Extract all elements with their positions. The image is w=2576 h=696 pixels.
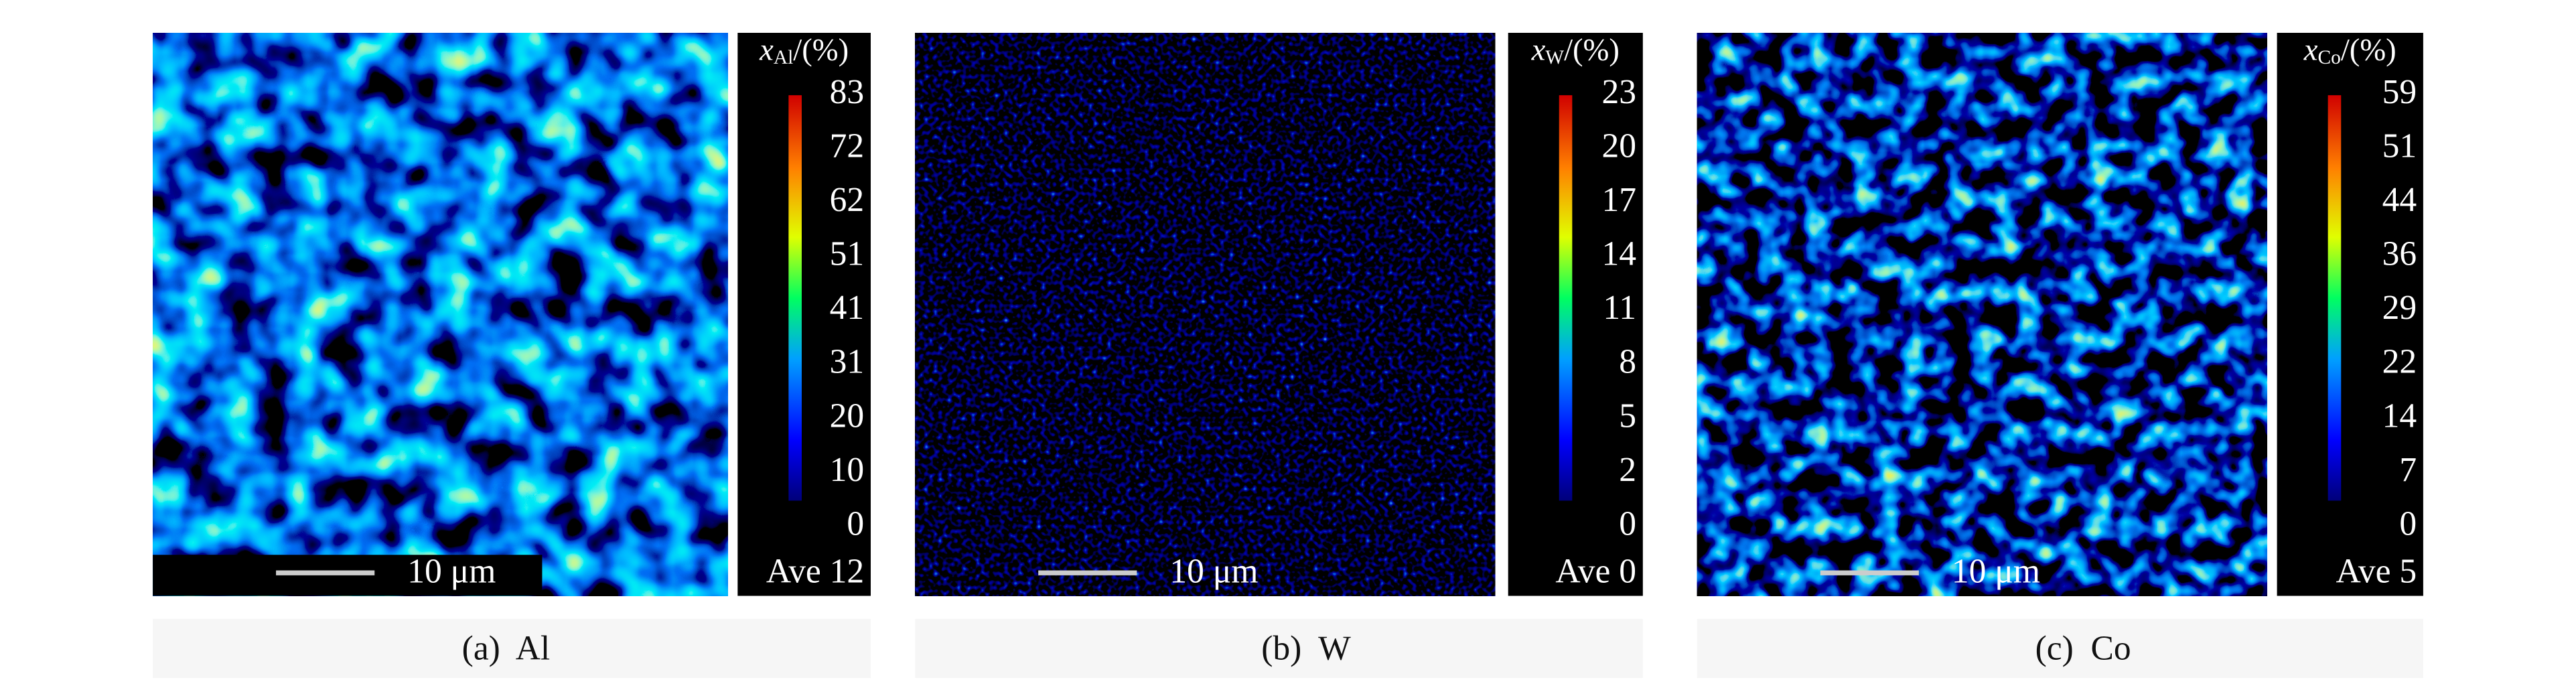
colorbar-tick-label: 20	[1602, 127, 1636, 165]
average-label: Ave 5	[2336, 552, 2417, 590]
colorbar-tick-label: 14	[2382, 397, 2417, 435]
colorbar	[2328, 95, 2342, 501]
scale-bar-label: 10 μm	[407, 552, 496, 590]
average-label: Ave 0	[1555, 552, 1636, 590]
panel: 10 μm xAl/(%) 83 72 62 51 41 31 20 10 0 Ave 12 (a) A…	[153, 32, 871, 679]
colorbar-tick-label: 17	[1602, 181, 1636, 219]
colorbar-tick-label: 44	[2382, 181, 2417, 219]
scale-bar-label: 10 μm	[1169, 552, 1258, 590]
colorbar-title: xCo/(%)	[2303, 32, 2396, 68]
symbol: x	[2303, 32, 2318, 67]
caption: (b) W	[1261, 630, 1351, 668]
subscript: Co	[2318, 47, 2341, 68]
unit: /(%)	[2341, 32, 2396, 67]
symbol: x	[1531, 32, 1546, 67]
subscript: W	[1545, 47, 1564, 68]
colorbar-tick-label: 0	[2399, 504, 2417, 543]
scale-bar-strip	[153, 555, 543, 596]
colorbar-panel	[2277, 33, 2423, 596]
element-map	[1697, 33, 2267, 596]
colorbar-tick-label: 72	[830, 127, 864, 165]
colorbar-tick-label: 59	[2382, 73, 2417, 111]
colorbar-tick-label: 2	[1619, 451, 1636, 489]
colorbar-tick-label: 83	[830, 73, 864, 111]
colorbar-tick-label: 22	[2382, 343, 2417, 381]
colorbar-tick-label: 11	[1603, 289, 1636, 327]
colorbar-tick-label: 5	[1619, 397, 1636, 435]
colorbar-tick-label: 62	[830, 181, 864, 219]
colorbar-tick-label: 29	[2382, 289, 2417, 327]
colorbar-tick-label: 23	[1602, 73, 1636, 111]
caption-band	[153, 618, 871, 679]
colorbar-tick-label: 51	[2382, 127, 2417, 165]
scale-bar-label: 10 μm	[1952, 552, 2040, 590]
caption-band	[1697, 618, 2423, 679]
colorbar-tick-label: 36	[2382, 235, 2417, 273]
unit: /(%)	[1564, 32, 1620, 67]
colorbar-tick-label: 7	[2399, 451, 2417, 489]
colorbar-panel	[737, 33, 871, 596]
colorbar-tick-label: 8	[1619, 343, 1636, 381]
element-map	[915, 33, 1496, 596]
panel: 10 μm xCo/(%) 59 51 44 36 29 22 14 7 0 Ave 5 (c) Co	[1697, 32, 2423, 679]
colorbar-tick-label: 0	[1619, 504, 1636, 543]
colorbar-title: xAl/(%)	[759, 32, 849, 68]
colorbar-tick-label: 41	[830, 289, 864, 327]
colorbar-title: xW/(%)	[1531, 32, 1620, 68]
colorbar-panel	[1508, 33, 1643, 596]
colorbar-tick-label: 14	[1602, 235, 1636, 273]
colorbar-tick-label: 51	[830, 235, 864, 273]
average-label: Ave 12	[766, 552, 864, 590]
caption: (a) Al	[462, 630, 551, 668]
colorbar	[1559, 95, 1573, 501]
colorbar-tick-label: 10	[830, 451, 864, 489]
colorbar-tick-label: 20	[830, 397, 864, 435]
element-map	[153, 33, 728, 596]
symbol: x	[759, 32, 774, 67]
caption-band	[915, 618, 1643, 679]
caption: (c) Co	[2035, 630, 2131, 668]
colorbar-tick-label: 31	[830, 343, 864, 381]
colorbar	[788, 95, 802, 501]
subscript: Al	[774, 47, 793, 68]
colorbar-tick-label: 0	[847, 504, 864, 543]
unit: /(%)	[793, 32, 849, 67]
